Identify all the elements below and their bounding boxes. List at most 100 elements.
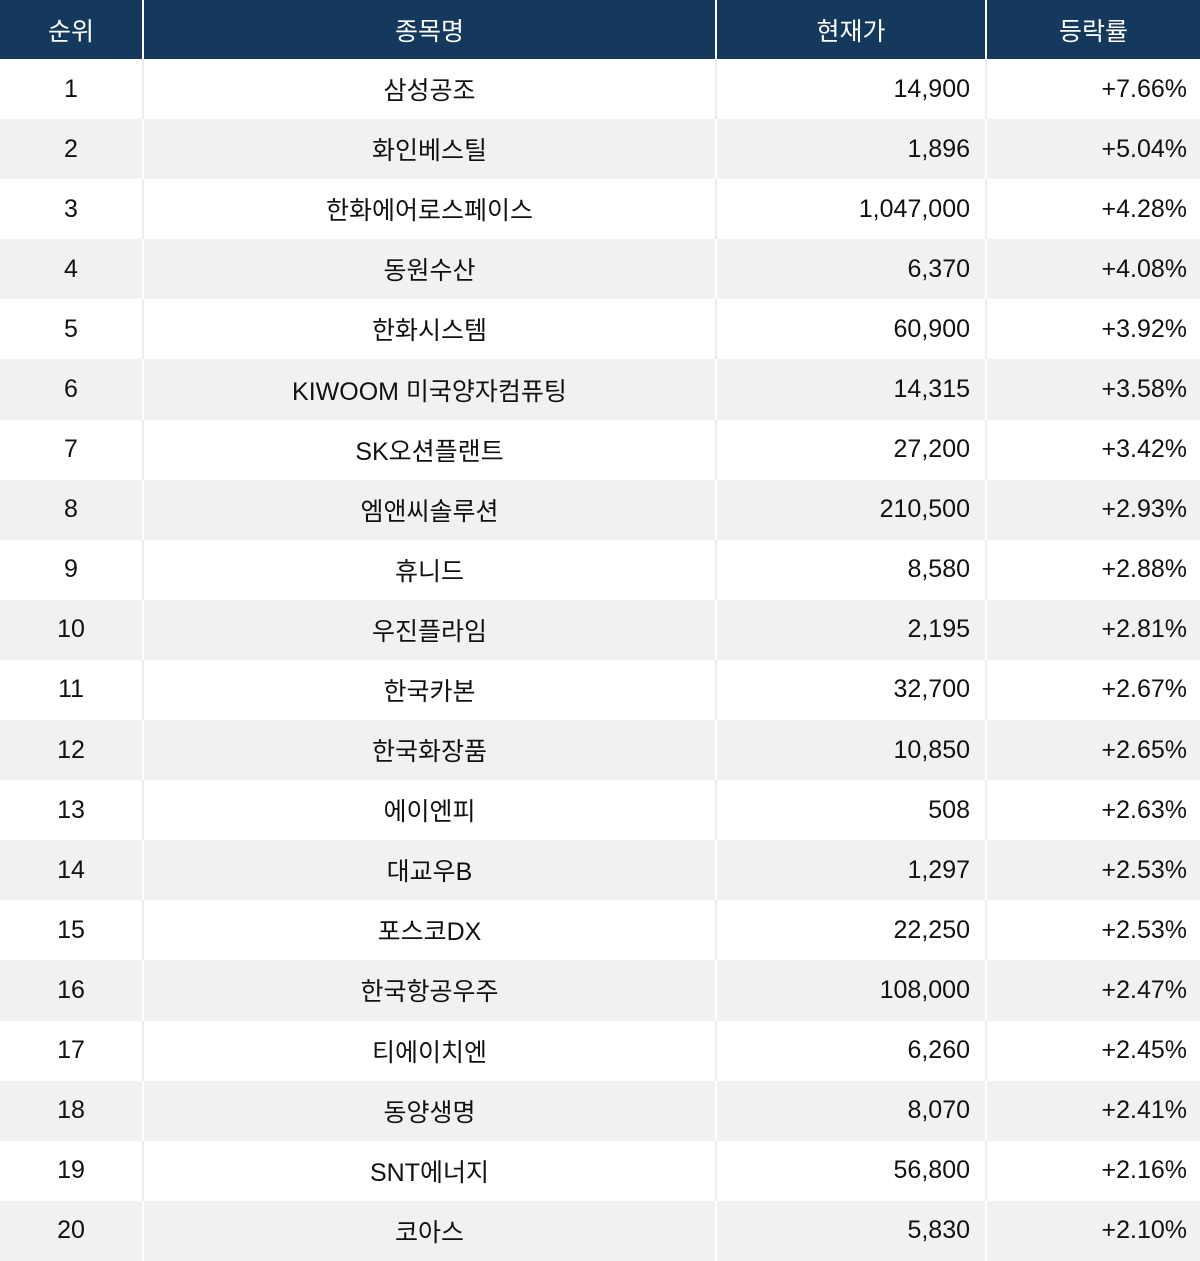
change-rate-cell: +2.53% <box>985 840 1200 901</box>
column-header-stock-name: 종목명 <box>142 0 715 59</box>
current-price-cell: 10,850 <box>715 720 985 781</box>
table-row[interactable]: 15 포스코DX 22,250 +2.53% <box>0 900 1200 961</box>
table-row[interactable]: 2 화인베스틸 1,896 +5.04% <box>0 119 1200 180</box>
stock-name-cell: 휴니드 <box>142 539 715 600</box>
stock-name-cell: 화인베스틸 <box>142 119 715 180</box>
current-price-cell: 2,195 <box>715 599 985 660</box>
stock-name-cell: 동양생명 <box>142 1080 715 1141</box>
stock-name-cell: 대교우B <box>142 840 715 901</box>
current-price-cell: 1,896 <box>715 119 985 180</box>
change-rate-cell: +2.63% <box>985 780 1200 841</box>
change-rate-cell: +3.92% <box>985 299 1200 360</box>
change-rate-cell: +5.04% <box>985 119 1200 180</box>
rank-cell: 8 <box>64 495 78 524</box>
rank-cell: 1 <box>64 74 78 103</box>
table-row[interactable]: 17 티에이치엔 6,260 +2.45% <box>0 1020 1200 1081</box>
table-row[interactable]: 7 SK오션플랜트 27,200 +3.42% <box>0 419 1200 480</box>
stock-name-cell: 엠앤씨솔루션 <box>142 479 715 540</box>
change-rate-cell: +2.10% <box>985 1200 1200 1261</box>
change-rate-cell: +2.16% <box>985 1140 1200 1201</box>
current-price-cell: 5,830 <box>715 1200 985 1261</box>
rank-cell: 18 <box>57 1096 85 1125</box>
rank-cell: 12 <box>57 735 85 764</box>
current-price-cell: 508 <box>715 780 985 841</box>
stock-name-cell: 포스코DX <box>142 900 715 961</box>
change-rate-cell: +2.47% <box>985 960 1200 1021</box>
table-row[interactable]: 11 한국카본 32,700 +2.67% <box>0 659 1200 721</box>
current-price-cell: 60,900 <box>715 299 985 360</box>
change-rate-cell: +2.45% <box>985 1020 1200 1081</box>
change-rate-cell: +2.67% <box>985 659 1200 721</box>
stock-name-cell: 한화에어로스페이스 <box>142 179 715 240</box>
change-rate-cell: +7.66% <box>985 59 1200 120</box>
table-row[interactable]: 16 한국항공우주 108,000 +2.47% <box>0 960 1200 1021</box>
table-row[interactable]: 18 동양생명 8,070 +2.41% <box>0 1080 1200 1141</box>
table-row[interactable]: 9 휴니드 8,580 +2.88% <box>0 539 1200 600</box>
stock-name-cell: 한화시스템 <box>142 299 715 360</box>
stock-name-cell: 코아스 <box>142 1200 715 1261</box>
stock-name-cell: 에이엔피 <box>142 780 715 841</box>
rank-cell: 13 <box>57 795 85 824</box>
change-rate-cell: +4.08% <box>985 239 1200 300</box>
current-price-cell: 32,700 <box>715 659 985 721</box>
current-price-cell: 56,800 <box>715 1140 985 1201</box>
rank-cell: 9 <box>64 555 78 584</box>
table-row[interactable]: 8 엠앤씨솔루션 210,500 +2.93% <box>0 479 1200 540</box>
table-row[interactable]: 14 대교우B 1,297 +2.53% <box>0 840 1200 901</box>
table-header: 순위 종목명 현재가 등락률 <box>0 0 1200 59</box>
rank-cell: 3 <box>64 194 78 223</box>
column-header-change-rate: 등락률 <box>985 0 1200 59</box>
rank-cell: 14 <box>57 855 85 884</box>
rank-cell: 4 <box>64 254 78 283</box>
current-price-cell: 14,900 <box>715 59 985 120</box>
change-rate-cell: +2.81% <box>985 599 1200 660</box>
change-rate-cell: +2.93% <box>985 479 1200 540</box>
stock-name-cell: 한국화장품 <box>142 720 715 781</box>
table-row[interactable]: 5 한화시스템 60,900 +3.92% <box>0 299 1200 360</box>
stock-name-cell: SNT에너지 <box>142 1140 715 1201</box>
rank-cell: 20 <box>57 1216 85 1245</box>
table-body: 1 삼성공조 14,900 +7.66% 2 화인베스틸 1,896 +5.04… <box>0 59 1200 1261</box>
rank-cell: 19 <box>57 1156 85 1185</box>
table-row[interactable]: 3 한화에어로스페이스 1,047,000 +4.28% <box>0 179 1200 240</box>
current-price-cell: 108,000 <box>715 960 985 1021</box>
change-rate-cell: +2.41% <box>985 1080 1200 1141</box>
stock-name-cell: 티에이치엔 <box>142 1020 715 1081</box>
change-rate-cell: +2.53% <box>985 900 1200 961</box>
current-price-cell: 8,580 <box>715 539 985 600</box>
change-rate-cell: +4.28% <box>985 179 1200 240</box>
current-price-cell: 6,370 <box>715 239 985 300</box>
current-price-cell: 14,315 <box>715 359 985 420</box>
current-price-cell: 27,200 <box>715 419 985 480</box>
column-header-current-price: 현재가 <box>715 0 985 59</box>
rank-cell: 16 <box>57 975 85 1004</box>
table-row[interactable]: 4 동원수산 6,370 +4.08% <box>0 239 1200 300</box>
current-price-cell: 22,250 <box>715 900 985 961</box>
rank-cell: 10 <box>57 615 85 644</box>
stock-name-cell: 삼성공조 <box>142 59 715 120</box>
rank-cell: 7 <box>64 435 78 464</box>
current-price-cell: 1,297 <box>715 840 985 901</box>
stock-name-cell: 한국항공우주 <box>142 960 715 1021</box>
rank-cell: 15 <box>57 915 85 944</box>
current-price-cell: 1,047,000 <box>715 179 985 240</box>
current-price-cell: 8,070 <box>715 1080 985 1141</box>
change-rate-cell: +3.58% <box>985 359 1200 420</box>
column-header-rank: 순위 <box>47 17 94 46</box>
current-price-cell: 210,500 <box>715 479 985 540</box>
table-row[interactable]: 6 KIWOOM 미국양자컴퓨팅 14,315 +3.58% <box>0 359 1200 420</box>
rank-cell: 6 <box>64 375 78 404</box>
table-row[interactable]: 12 한국화장품 10,850 +2.65% <box>0 720 1200 781</box>
stock-name-cell: 한국카본 <box>142 659 715 721</box>
stock-name-cell: SK오션플랜트 <box>142 419 715 480</box>
table-row[interactable]: 13 에이엔피 508 +2.63% <box>0 780 1200 841</box>
table-row[interactable]: 20 코아스 5,830 +2.10% <box>0 1200 1200 1261</box>
current-price-cell: 6,260 <box>715 1020 985 1081</box>
stock-name-cell: 우진플라임 <box>142 599 715 660</box>
table-row[interactable]: 19 SNT에너지 56,800 +2.16% <box>0 1140 1200 1201</box>
table-row[interactable]: 1 삼성공조 14,900 +7.66% <box>0 59 1200 120</box>
table-row[interactable]: 10 우진플라임 2,195 +2.81% <box>0 599 1200 660</box>
change-rate-cell: +2.88% <box>985 539 1200 600</box>
stock-name-cell: KIWOOM 미국양자컴퓨팅 <box>142 359 715 420</box>
